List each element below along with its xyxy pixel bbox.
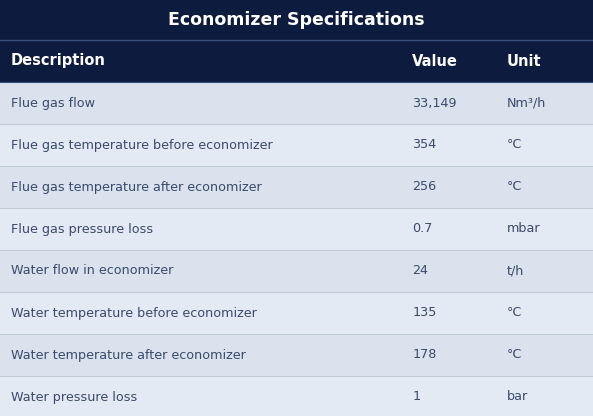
Text: 354: 354	[412, 139, 436, 151]
Text: °C: °C	[507, 349, 522, 362]
Text: Water temperature before economizer: Water temperature before economizer	[11, 307, 257, 319]
Bar	[0, 250, 593, 292]
Text: 178: 178	[412, 349, 436, 362]
Text: 135: 135	[412, 307, 436, 319]
Text: Description: Description	[11, 54, 106, 69]
Text: Unit: Unit	[507, 54, 541, 69]
Text: t/h: t/h	[507, 265, 524, 277]
Bar	[0, 0, 593, 40]
Text: Flue gas pressure loss: Flue gas pressure loss	[11, 223, 153, 235]
Bar	[0, 376, 593, 416]
Text: °C: °C	[507, 307, 522, 319]
Bar	[0, 166, 593, 208]
Text: Water flow in economizer: Water flow in economizer	[11, 265, 173, 277]
Text: 33,149: 33,149	[412, 97, 457, 109]
Text: mbar: mbar	[507, 223, 541, 235]
Bar	[0, 334, 593, 376]
Text: °C: °C	[507, 181, 522, 193]
Text: Water pressure loss: Water pressure loss	[11, 391, 137, 404]
Text: °C: °C	[507, 139, 522, 151]
Text: 0.7: 0.7	[412, 223, 432, 235]
Text: Flue gas temperature after economizer: Flue gas temperature after economizer	[11, 181, 262, 193]
Text: Flue gas temperature before economizer: Flue gas temperature before economizer	[11, 139, 272, 151]
Text: Economizer Specifications: Economizer Specifications	[168, 11, 425, 29]
Bar	[0, 124, 593, 166]
Text: bar: bar	[507, 391, 528, 404]
Text: Flue gas flow: Flue gas flow	[11, 97, 95, 109]
Text: 1: 1	[412, 391, 420, 404]
Bar	[0, 40, 593, 82]
Bar	[0, 292, 593, 334]
Bar	[0, 82, 593, 124]
Text: 256: 256	[412, 181, 436, 193]
Text: Nm³/h: Nm³/h	[507, 97, 546, 109]
Bar	[0, 208, 593, 250]
Text: Value: Value	[412, 54, 458, 69]
Text: Water temperature after economizer: Water temperature after economizer	[11, 349, 246, 362]
Text: 24: 24	[412, 265, 428, 277]
